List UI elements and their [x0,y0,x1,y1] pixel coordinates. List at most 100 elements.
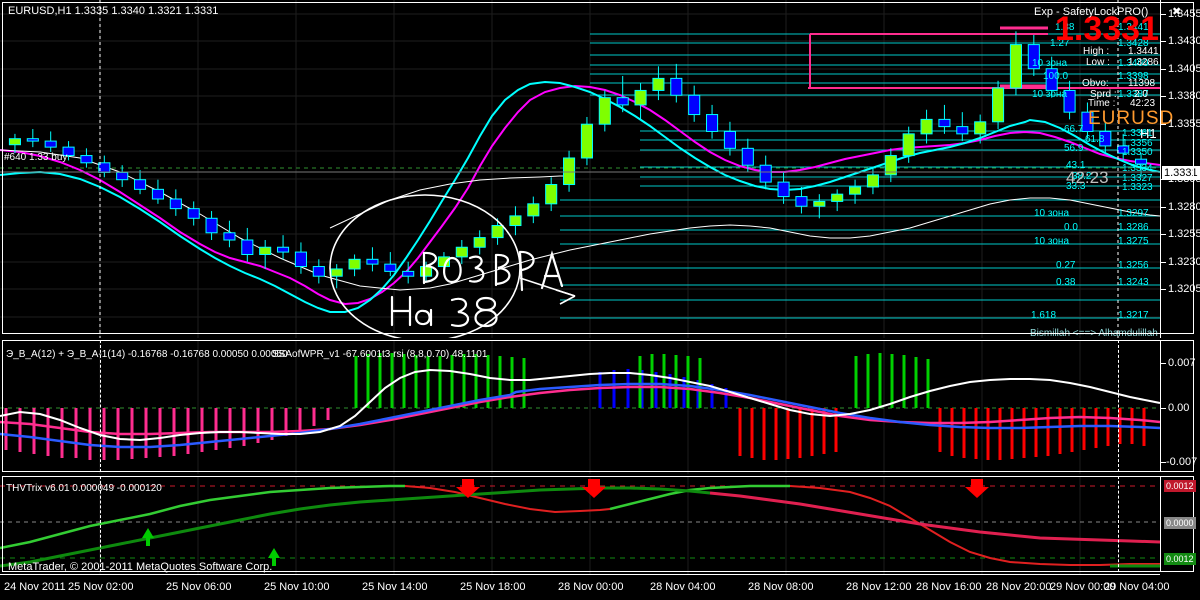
candle-body [777,181,790,198]
time-axis-line [0,574,1160,575]
scale-divider [1160,0,1161,338]
expert-row-value: 2.0 [1134,89,1148,100]
price-chart-canvas[interactable] [0,0,1200,338]
chart-title: EURUSD,H1 1.3335 1.3340 1.3321 1.3331 [8,5,219,17]
trix-fast-line-up2 [609,484,790,511]
candle-body [8,138,21,146]
trix-canvas[interactable] [0,476,1200,574]
trix-fast-line-down2 [789,485,1160,566]
crosshair-vertical [1118,340,1119,472]
candle-body [545,184,558,205]
price-tick: 1.3430 [1168,35,1200,47]
scale-tick [1161,408,1166,409]
trix-panel[interactable]: THVTrix v6.01 0.000049 -0.000120 0.0012 … [0,476,1200,574]
candle-body [938,118,951,128]
annotation-text-strokes [390,250,564,328]
price-chart-panel[interactable]: 1.38 1.3441 1.27 1.3428 10 зона 1.3409 1… [0,0,1200,339]
candle-body [312,266,325,277]
candle-body [134,179,147,190]
candle-body [348,258,361,270]
trix-header: THVTrix v6.01 0.000049 -0.000120 [6,483,162,494]
candle-body [670,77,683,96]
candle-body [992,87,1005,123]
scale-tick [1161,234,1166,235]
candle-body [813,200,826,207]
fib-price: 1.3256 [1118,260,1149,271]
candle-body [831,193,844,202]
fib-price: 1.3323 [1122,182,1153,193]
oscillator-canvas[interactable] [0,340,1200,474]
candle-body [795,196,808,207]
fib-ratio: 66.7 [1064,124,1084,135]
candle-body [706,114,719,132]
oscillator-histogram [4,353,1146,460]
oscillator-header-eba: Э_B_A(12) + Э_B_A-1(14) -0.16768 -0.1676… [6,349,288,360]
expert-row-value: 42:23 [1130,98,1156,109]
ma-white-upper [329,175,575,229]
fib-ratio: 100.0 [1043,71,1069,82]
price-tick: 1.3230 [1168,256,1200,268]
candle-body [187,208,200,219]
expert-row-label: Sprd : [1090,89,1117,100]
candle-body [849,186,862,195]
price-tick: 1.3255 [1168,228,1200,240]
fib-price: 1.3441 [1118,22,1149,33]
candle-body [1045,68,1058,91]
sell-arrow-icon [965,479,989,498]
candle-body [956,126,969,135]
candle-body [80,155,93,164]
bar-countdown: 42:23 [1066,168,1109,187]
scale-tick [1161,207,1166,208]
candle-body [974,121,987,135]
time-tick: 28 Nov 20:00 [986,581,1052,593]
time-tick: 28 Nov 16:00 [916,581,982,593]
fib-ratio: 1.38 [1055,22,1075,33]
expert-row-value: 11398 [1128,78,1156,89]
candle-body [527,203,540,217]
oscillator-tick: 0.007 [1168,357,1196,369]
scale-tick [1161,262,1166,263]
crosshair-vertical [1118,476,1119,572]
trix-fast-line [0,484,405,550]
fib-price: 1.3409 [1118,58,1149,69]
trix-scale-divider [1160,476,1161,572]
current-price-overlay: 1.3331 [1055,10,1159,48]
scale-tick [1161,69,1166,70]
candle-body [741,147,754,166]
expert-row-label: Low : [1086,57,1110,68]
candle-body [294,251,307,268]
oscillator-panel-frame [2,340,1194,472]
time-tick: 25 Nov 10:00 [264,581,330,593]
candle-body [205,217,218,234]
close-icon[interactable]: ✖ [1172,6,1182,18]
candle-body [62,146,75,157]
time-tick: 29 Nov 04:00 [1104,581,1170,593]
fib-price: 1.3275 [1118,236,1149,247]
fib-ratio: 61.8 [1085,134,1105,145]
fib-ratio: 1.27 [1050,38,1070,49]
fib-price: 1.3387 [1118,89,1149,100]
fib-level-lines [560,33,1160,319]
expert-row-label: Time : [1088,98,1116,109]
time-axis[interactable]: 24 Nov 2011 25 Nov 02:00 25 Nov 06:00 25… [0,574,1200,600]
expert-row-value: 1.3286 [1128,57,1159,68]
fib-price: 1.3297 [1118,208,1149,219]
candle-body [26,138,39,142]
trix-badge-upper: 0.0012 [1164,480,1196,492]
time-tick: 25 Nov 06:00 [166,581,232,593]
fib-ratio: 0.0 [1064,222,1078,233]
candle-body [241,239,254,255]
price-tick: 1.3280 [1168,201,1200,213]
price-panel-frame [2,2,1194,334]
time-tick: 28 Nov 12:00 [846,581,912,593]
scale-tick [1161,41,1166,42]
candle-body [652,77,665,91]
candle-body [902,133,915,157]
oscillator-panel[interactable]: Э_B_A(12) + Э_B_A-1(14) -0.16768 -0.1676… [0,340,1200,474]
scale-tick [1161,462,1166,463]
oscillator-line-blue [0,382,1161,449]
candle-body [455,246,468,258]
oscillator-scale-divider [1160,340,1161,472]
price-tick: 1.3355 [1168,118,1200,130]
